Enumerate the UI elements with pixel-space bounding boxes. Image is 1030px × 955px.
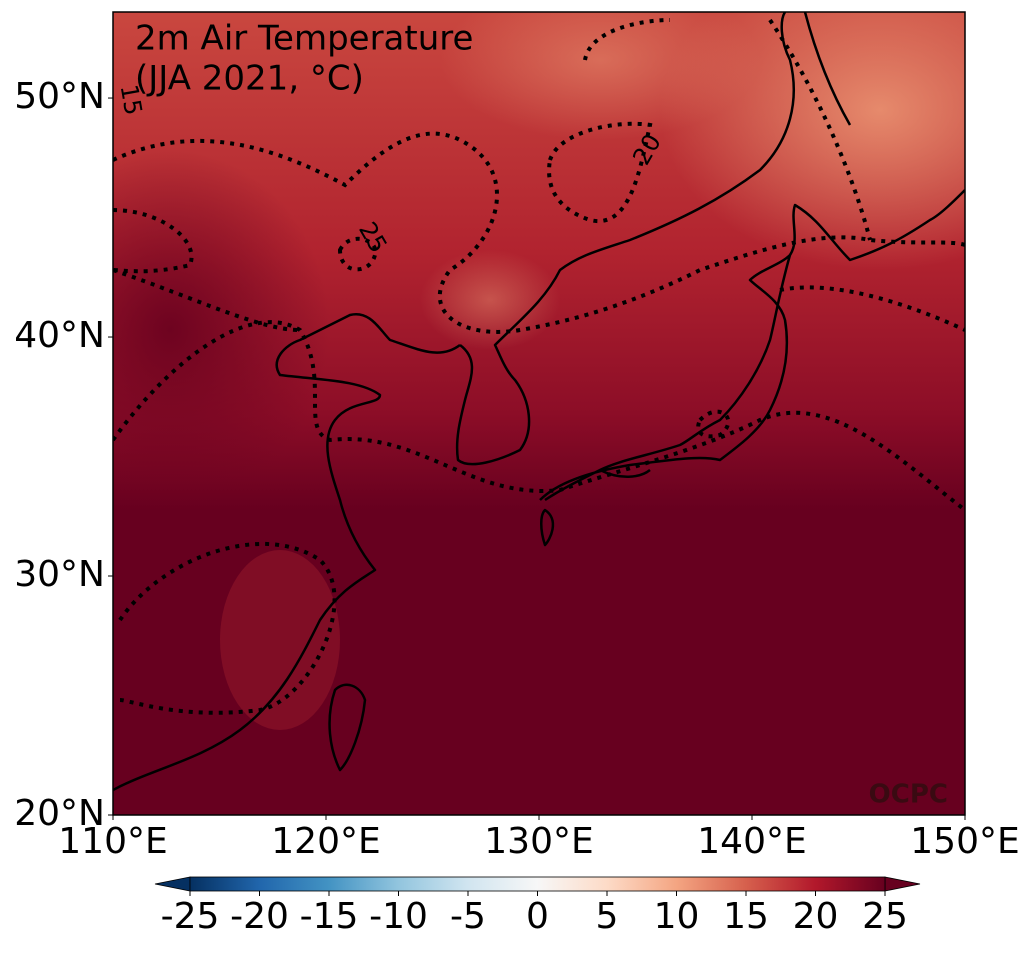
contour-label: 15	[115, 82, 148, 117]
x-tick-label: 110°E	[58, 821, 167, 862]
colorbar-extend-low	[154, 876, 191, 892]
colorbar-tick-label: -15	[300, 896, 359, 937]
colorbar-tick-label: 0	[526, 896, 549, 937]
colorbar-extend-high	[884, 876, 921, 892]
colorbar-tick-label: -20	[230, 896, 289, 937]
colorbar-tick-label: 20	[793, 896, 839, 937]
x-tick-label: 120°E	[271, 821, 380, 862]
x-tick-label: 150°E	[910, 821, 1019, 862]
colorbar-tick-label: -10	[369, 896, 428, 937]
colorbar	[189, 876, 886, 892]
map-title: (JJA 2021, °C)	[135, 59, 364, 99]
map-title: 2m Air Temperature	[135, 19, 473, 59]
colorbar-tick-label: 15	[723, 896, 769, 937]
x-tick-label: 140°E	[697, 821, 806, 862]
map-field	[113, 12, 965, 815]
colorbar-tick-label: -5	[450, 896, 486, 937]
colorbar-tick-label: 10	[654, 896, 700, 937]
y-tick-label: 30°N	[14, 554, 105, 595]
y-tick-label: 50°N	[14, 76, 105, 117]
colorbar-tick-label: 25	[862, 896, 908, 937]
y-tick-label: 20°N	[14, 793, 105, 834]
y-tick-label: 40°N	[14, 315, 105, 356]
watermark: OCPC	[869, 780, 948, 810]
colorbar-tick-label: -25	[161, 896, 220, 937]
colorbar-tick-label: 5	[596, 896, 619, 937]
x-tick-label: 130°E	[484, 821, 593, 862]
